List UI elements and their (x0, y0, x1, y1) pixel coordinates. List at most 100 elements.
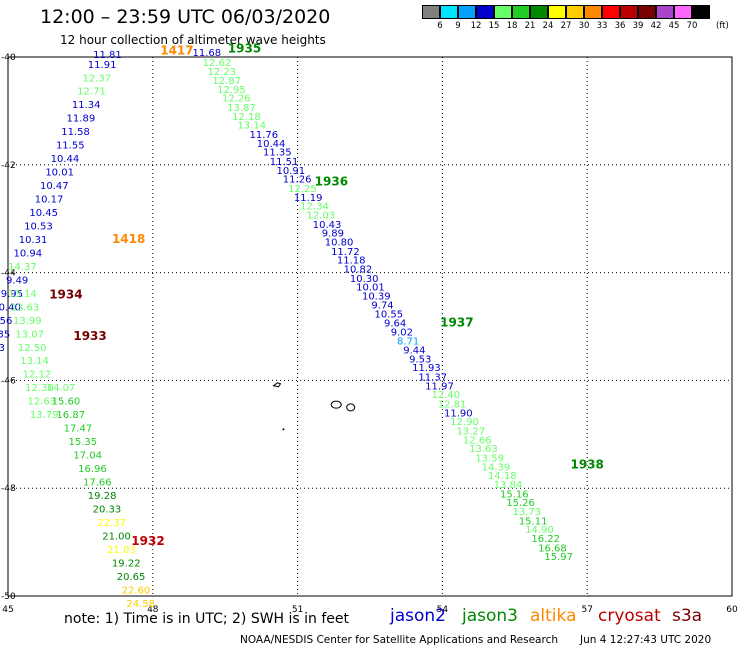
swh-label: 9.53 (409, 355, 431, 366)
swh-label: 13.14 (237, 121, 266, 132)
colorbar-label: 39 (632, 21, 644, 31)
x-tick-label: 60 (726, 605, 738, 615)
swh-label: 10.82 (344, 265, 373, 276)
swh-label: 13.63 (11, 302, 40, 313)
swh-label: 12.26 (222, 94, 251, 105)
swh-label: 13.73 (513, 507, 542, 518)
swh-label: 17.04 (73, 451, 102, 462)
swh-label: 15.35 (68, 437, 97, 448)
swh-label: 22.37 (97, 518, 126, 529)
swh-label: 16.87 (56, 410, 85, 421)
swh-label: 13.27 (457, 426, 486, 437)
swh-label: 11.89 (67, 114, 96, 125)
y-tick-label: -48 (1, 484, 16, 494)
time-label: 1938 (570, 457, 603, 471)
swh-label: 13.07 (15, 329, 44, 340)
page-title: 12:00 – 23:59 UTC 06/03/2020 (40, 6, 331, 28)
swh-label: 16.96 (78, 464, 107, 475)
swh-label: 10.45 (29, 208, 58, 219)
swh-label: 13.99 (13, 316, 42, 327)
swh-label: 13.63 (469, 444, 498, 455)
swh-label: 15.16 (500, 489, 529, 500)
swh-label: 17.66 (83, 478, 112, 489)
swh-label: 13.14 (20, 356, 49, 367)
colorbar-swatch (422, 5, 440, 19)
swh-label: 12.37 (82, 73, 111, 84)
swh-label: 15.60 (52, 397, 81, 408)
colorbar-label: 18 (506, 21, 518, 31)
swh-label: 12.03 (306, 211, 335, 222)
swh-label: 12.34 (300, 202, 329, 213)
swh-label: 12.90 (450, 417, 479, 428)
swh-label: 10.44 (51, 154, 80, 165)
swh-label: 12.25 (288, 184, 317, 195)
colorbar-label: 30 (578, 21, 590, 31)
swh-label: 22.60 (122, 585, 151, 596)
swh-label: 9.44 (403, 345, 425, 356)
swh-label: 10.55 (375, 309, 404, 320)
swh-label: 11.68 (193, 48, 222, 59)
colorbar-swatch (530, 5, 548, 19)
swh-label: 11.18 (337, 255, 366, 266)
swh-label: 10.43 (313, 220, 342, 231)
swh-label: 10.94 (13, 248, 42, 259)
credit: NOAA/NESDIS Center for Satellite Applica… (240, 634, 558, 646)
swh-label: 9.49 (6, 275, 28, 286)
colorbar-label: 36 (614, 21, 626, 31)
swh-label: 12.40 (431, 390, 460, 401)
swh-label: 11.35 (263, 148, 292, 159)
swh-label: 11.26 (283, 175, 312, 186)
swh-label: 10.35 (0, 329, 10, 340)
swh-label: 10.01 (45, 168, 74, 179)
map-frame (7, 56, 733, 597)
swh-label: 12.81 (438, 399, 467, 410)
swh-label: 17.47 (64, 424, 93, 435)
swh-label: 21.03 (107, 545, 136, 556)
y-tick-label: -44 (1, 269, 16, 279)
swh-label: 16.68 (538, 543, 567, 554)
colorbar-swatch (440, 5, 458, 19)
colorbar-swatch (656, 5, 674, 19)
x-tick-label: 57 (581, 605, 592, 615)
swh-label: 11.90 (444, 409, 473, 420)
y-tick-label: -40 (1, 53, 16, 63)
swh-label: 14.39 (482, 462, 511, 473)
swh-label: 12.18 (232, 112, 261, 123)
colorbar-unit: (ft) (716, 21, 729, 31)
colorbar-swatch (674, 5, 692, 19)
islet-shape (282, 428, 285, 431)
colorbar-swatch (620, 5, 638, 19)
colorbar-swatch (494, 5, 512, 19)
swh-label: 8.71 (397, 336, 419, 347)
colorbar-label: 9 (455, 21, 461, 31)
swh-label: 15.26 (506, 498, 535, 509)
colorbar-label: 42 (650, 21, 662, 31)
swh-label: 10.17 (35, 195, 64, 206)
x-tick-label: 51 (292, 605, 303, 615)
y-tick-label: -42 (1, 161, 16, 171)
swh-label: 10.30 (350, 274, 379, 285)
swh-label: 19.28 (88, 491, 117, 502)
colorbar-label: 27 (560, 21, 572, 31)
island-shape (272, 382, 282, 388)
legend-altika: altika (530, 606, 577, 626)
swh-label: 11.19 (294, 193, 323, 204)
colorbar-swatch (566, 5, 584, 19)
swh-label: 11.37 (418, 372, 447, 383)
swh-label: 9.74 (371, 301, 393, 312)
swh-label: 10.44 (257, 139, 286, 150)
swh-label: 14.90 (525, 525, 554, 536)
time-label: 1932 (131, 534, 164, 548)
colorbar-swatch (476, 5, 494, 19)
swh-label: 10.01 (356, 282, 385, 293)
swh-label: 11.72 (331, 247, 360, 258)
swh-label: 11.97 (425, 382, 454, 393)
time-label: 1937 (440, 316, 473, 330)
swh-label: 19.22 (112, 558, 141, 569)
swh-label: 9.64 (384, 319, 406, 330)
swh-label: 12.66 (463, 435, 492, 446)
swh-label: 10.40 (0, 302, 21, 313)
time-label: 1418 (112, 232, 145, 246)
swh-label: 11.55 (56, 141, 85, 152)
swh-label: 10.33 (0, 343, 5, 354)
